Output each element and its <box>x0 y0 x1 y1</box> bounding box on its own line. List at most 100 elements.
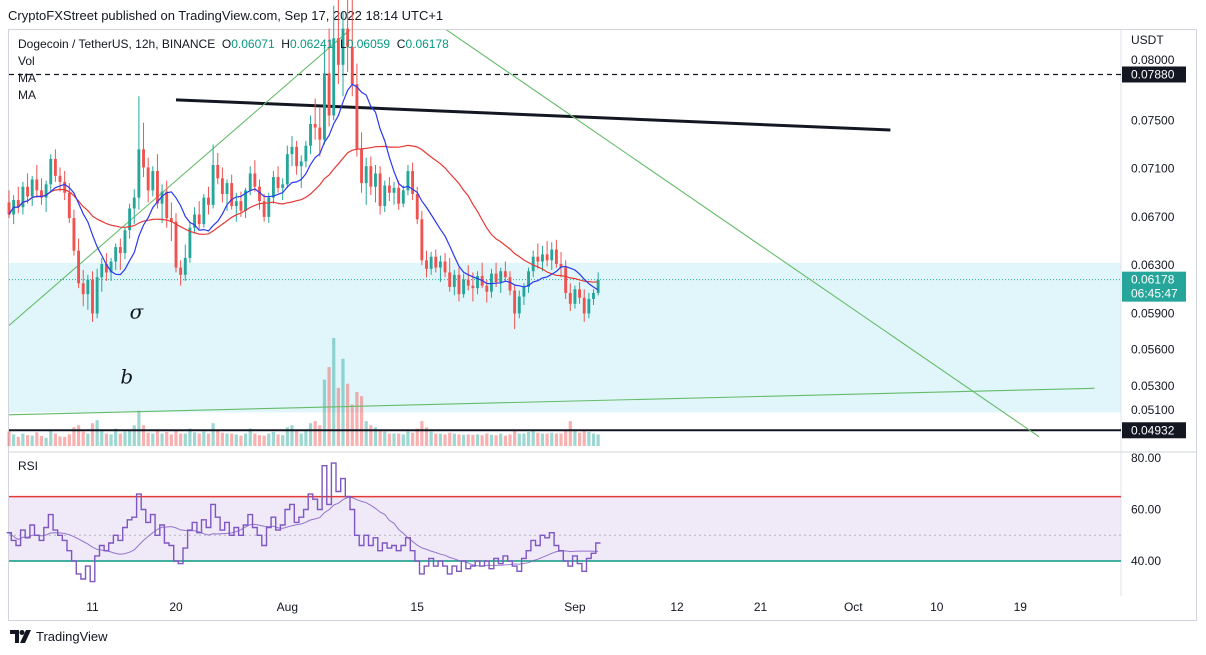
candle-body <box>490 273 493 292</box>
candle-body <box>517 296 521 314</box>
candle-body <box>304 145 308 162</box>
candle-body <box>285 154 289 185</box>
rsi-tick-label: 40.00 <box>1131 554 1161 568</box>
price-tick-label: 0.05300 <box>1131 379 1175 393</box>
ma-legend-2[interactable]: MA <box>18 88 36 102</box>
candle-body <box>425 260 428 269</box>
chart-frame <box>8 29 1197 621</box>
volume-bar <box>452 433 456 446</box>
volume-bar <box>243 433 248 446</box>
candle-body <box>387 185 391 193</box>
candle-body <box>165 191 169 219</box>
candle-body <box>183 257 187 275</box>
candle-body <box>383 185 387 207</box>
high-label: H <box>281 37 290 51</box>
level-price-tag-label: 0.04932 <box>1131 423 1175 437</box>
volume-bar <box>332 338 336 446</box>
candle-body <box>160 191 164 204</box>
open-value: 0.06071 <box>231 37 275 51</box>
volume-bar <box>387 433 391 446</box>
time-tick-label: 12 <box>670 600 684 614</box>
rsi-band <box>9 496 1121 561</box>
open-label: O <box>221 37 232 51</box>
volume-bar <box>471 434 475 446</box>
volume-bar <box>531 430 535 446</box>
volume-bar <box>257 435 262 446</box>
volume-bar <box>281 435 285 446</box>
volume-bar <box>373 427 378 446</box>
volume-bar <box>336 387 340 446</box>
candle-body <box>545 254 549 261</box>
volume-bar <box>485 433 489 446</box>
candle-body <box>114 247 118 262</box>
candle-body <box>16 200 20 208</box>
candle-body <box>216 165 220 179</box>
volume-bar <box>114 428 118 446</box>
volume-bar <box>248 428 252 446</box>
volume-bar <box>197 433 201 446</box>
candle-body <box>72 218 76 251</box>
candle-body <box>179 267 183 275</box>
volume-bar <box>457 434 461 446</box>
volume-bar <box>475 434 480 446</box>
candle-body <box>378 173 382 207</box>
candle-body <box>188 227 192 258</box>
volume-bar <box>341 358 345 446</box>
candle-body <box>415 193 419 220</box>
volume-bar <box>39 436 44 446</box>
candle-body <box>332 38 336 116</box>
candle-body <box>26 186 29 197</box>
volume-bar <box>211 423 215 446</box>
volume-bar <box>100 429 104 446</box>
volume-bar <box>7 431 11 446</box>
footer-brand[interactable]: TradingView <box>10 629 108 644</box>
volume-bar <box>503 435 507 446</box>
volume-bar <box>104 433 109 446</box>
volume-bar <box>424 427 429 446</box>
volume-bar <box>304 429 308 446</box>
volume-bar <box>44 437 48 446</box>
volume-bar <box>188 428 192 446</box>
volume-bar <box>522 433 526 446</box>
candle-body <box>123 230 127 254</box>
volume-bar <box>30 435 34 446</box>
candle-body <box>503 271 507 278</box>
volume-legend[interactable]: Vol <box>18 54 35 68</box>
candle-body <box>49 158 53 185</box>
bar-countdown-label: 06:45:47 <box>1131 287 1178 301</box>
candle-body <box>360 149 363 184</box>
volume-bar <box>434 433 438 446</box>
volume-bar <box>517 433 521 446</box>
candle-body <box>156 171 159 204</box>
ma-legend-1[interactable]: MA <box>18 71 36 85</box>
volume-bar <box>35 432 39 446</box>
candle-body <box>104 263 108 273</box>
candle-body <box>476 276 479 289</box>
volume-bar <box>415 428 419 446</box>
volume-bar <box>220 432 224 446</box>
candle-body <box>109 261 113 273</box>
candle-body <box>58 175 62 182</box>
candle-body <box>30 179 34 197</box>
candle-body <box>531 256 535 272</box>
candle-body <box>230 183 234 207</box>
candle-body <box>485 285 489 292</box>
candle-body <box>346 28 350 47</box>
rsi-legend[interactable]: RSI <box>18 459 39 473</box>
candle-body <box>271 177 275 198</box>
volume-bar <box>132 425 136 446</box>
volume-bar <box>67 434 71 446</box>
volume-bar <box>587 431 591 446</box>
volume-bar <box>49 431 53 446</box>
time-tick-label: Sep <box>564 600 586 614</box>
candle-body <box>86 279 90 295</box>
volume-bar <box>118 433 122 446</box>
candle-body <box>100 263 104 278</box>
trendline-black-resistance <box>175 98 891 132</box>
volume-bar <box>253 433 257 446</box>
volume-bar <box>350 404 354 446</box>
symbol-title[interactable]: Dogecoin / TetherUS, 12h, BINANCE <box>18 37 216 51</box>
volume-bar <box>234 434 238 446</box>
volume-bar <box>346 383 350 446</box>
